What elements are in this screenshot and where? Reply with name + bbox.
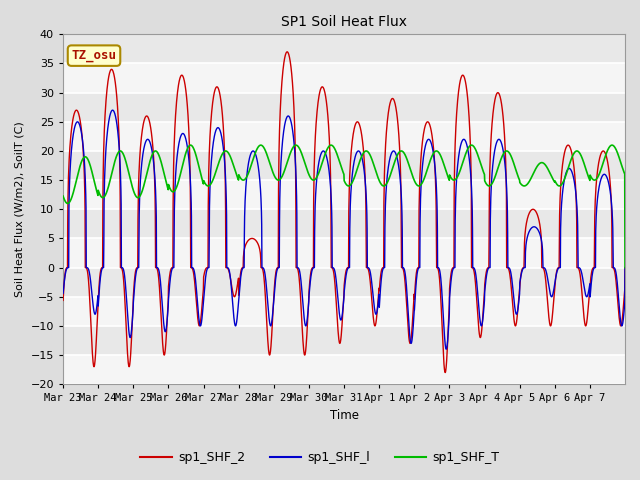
Bar	[63, 63, 625, 93]
Title: SP1 Soil Heat Flux: SP1 Soil Heat Flux	[281, 15, 407, 29]
Bar	[63, 180, 625, 209]
Bar	[63, 122, 625, 151]
X-axis label: Time: Time	[330, 409, 358, 422]
Y-axis label: Soil Heat Flux (W/m2), SoilT (C): Soil Heat Flux (W/m2), SoilT (C)	[15, 121, 25, 297]
Bar	[63, 297, 625, 326]
Legend: sp1_SHF_2, sp1_SHF_l, sp1_SHF_T: sp1_SHF_2, sp1_SHF_l, sp1_SHF_T	[135, 446, 505, 469]
Text: TZ_osu: TZ_osu	[72, 49, 116, 62]
Bar	[63, 355, 625, 384]
Bar	[63, 239, 625, 267]
